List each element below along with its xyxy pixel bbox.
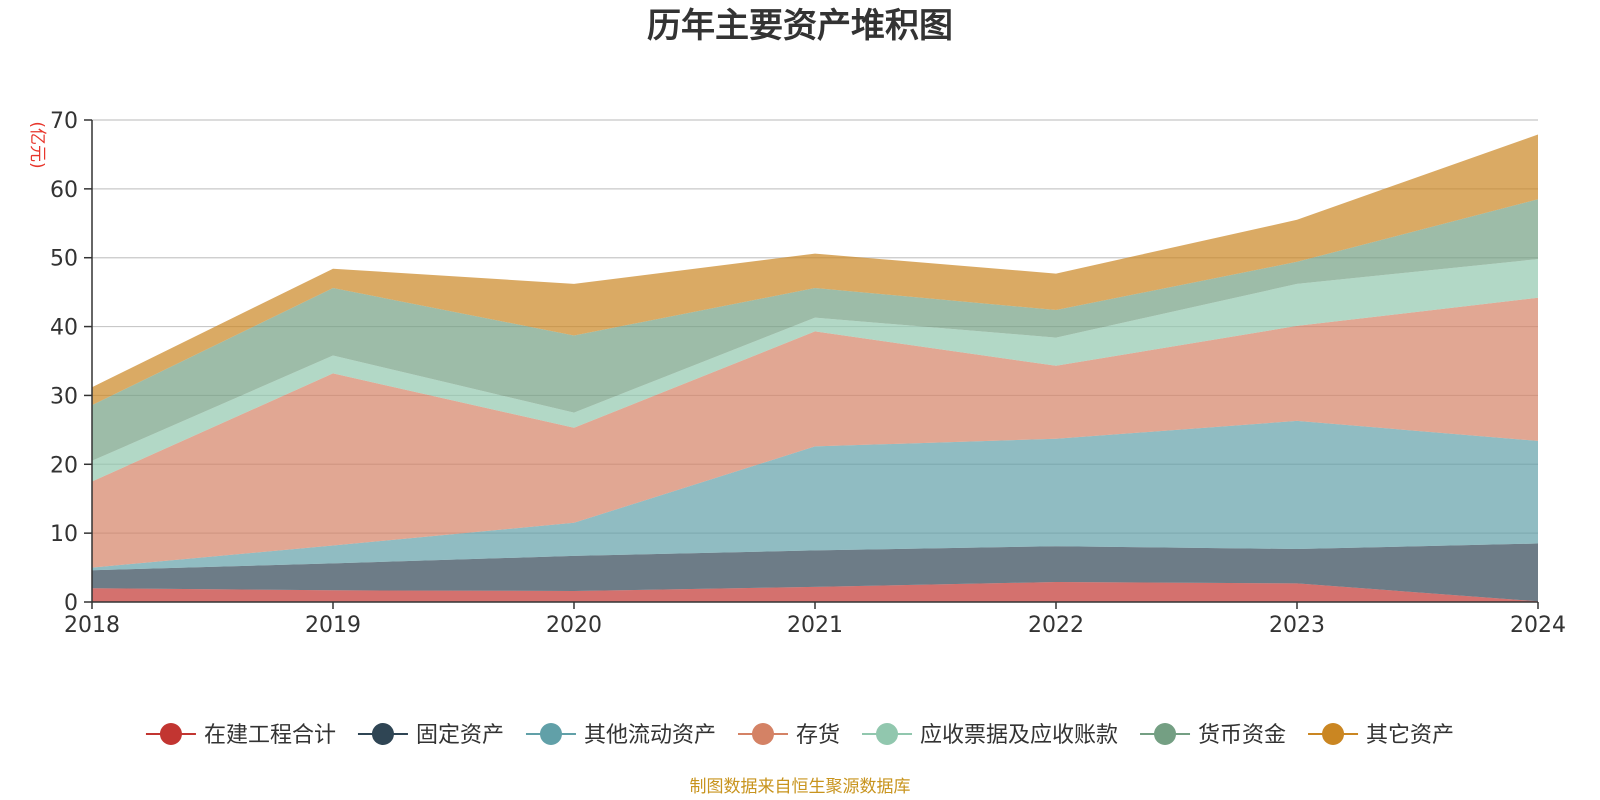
y-tick-label-4: 40: [50, 316, 78, 341]
x-tick-label-6: 2024: [1510, 613, 1566, 638]
area-series-1: [92, 543, 1538, 602]
legend-circle-icon: [751, 723, 774, 745]
legend-label: 在建工程合计: [204, 723, 336, 748]
data-source-note: 制图数据来自恒生聚源数据库: [690, 777, 911, 797]
legend-label: 其他流动资产: [584, 723, 716, 748]
y-tick-label-3: 30: [50, 384, 78, 409]
y-tick-label-7: 70: [50, 109, 78, 134]
legend-item-1[interactable]: 固定资产: [357, 723, 504, 748]
area-series-2: [92, 420, 1538, 571]
x-tick-label-2: 2020: [546, 613, 602, 638]
legend-item-6[interactable]: 其它资产: [1308, 723, 1454, 748]
legend-item-5[interactable]: 货币资金: [1140, 723, 1286, 748]
area-series-group: [92, 134, 1538, 602]
x-tick-label-1: 2019: [305, 613, 361, 638]
y-axis-ticks: 0 10 20 30 40 50 60 70: [50, 109, 92, 616]
area-series-4: [92, 259, 1538, 482]
x-tick-label-5: 2023: [1269, 613, 1325, 638]
legend-label: 固定资产: [416, 723, 504, 748]
area-series-0: [92, 582, 1538, 602]
legend-label: 其它资产: [1366, 723, 1454, 748]
area-series-3: [92, 297, 1538, 568]
legend-item-0[interactable]: 在建工程合计: [145, 723, 336, 748]
y-tick-label-1: 10: [50, 522, 78, 547]
x-tick-label-4: 2022: [1028, 613, 1084, 638]
legend-label: 货币资金: [1198, 723, 1286, 748]
legend-item-4[interactable]: 应收票据及应收账款: [862, 723, 1118, 748]
y-tick-label-2: 20: [50, 453, 78, 478]
legend-circle-icon: [1322, 723, 1345, 745]
legend-circle-icon: [1154, 723, 1177, 745]
y-tick-label-0: 0: [64, 591, 78, 616]
legend-item-3[interactable]: 存货: [737, 723, 840, 748]
legend-label: 存货: [796, 723, 840, 748]
x-tick-label-0: 2018: [64, 613, 120, 638]
legend: 在建工程合计 固定资产 其他流动资产 存货 应收票据及应收账款 货币资金 其它资产: [145, 723, 1454, 748]
y-tick-label-6: 60: [50, 178, 78, 203]
x-axis-ticks: 2018 2019 2020 2021 2022 2023 2024: [64, 602, 1566, 638]
y-tick-label-5: 50: [50, 247, 78, 272]
legend-circle-icon: [876, 723, 899, 745]
legend-item-2[interactable]: 其他流动资产: [525, 723, 716, 748]
legend-label: 应收票据及应收账款: [920, 723, 1118, 748]
legend-circle-icon: [539, 723, 562, 745]
legend-circle-icon: [159, 723, 182, 745]
chart-title: 历年主要资产堆积图: [647, 6, 953, 46]
legend-circle-icon: [371, 723, 394, 745]
area-series-6: [92, 134, 1538, 406]
y-axis-unit-label: (亿元): [27, 121, 47, 168]
area-series-5: [92, 199, 1538, 461]
x-tick-label-3: 2021: [787, 613, 843, 638]
